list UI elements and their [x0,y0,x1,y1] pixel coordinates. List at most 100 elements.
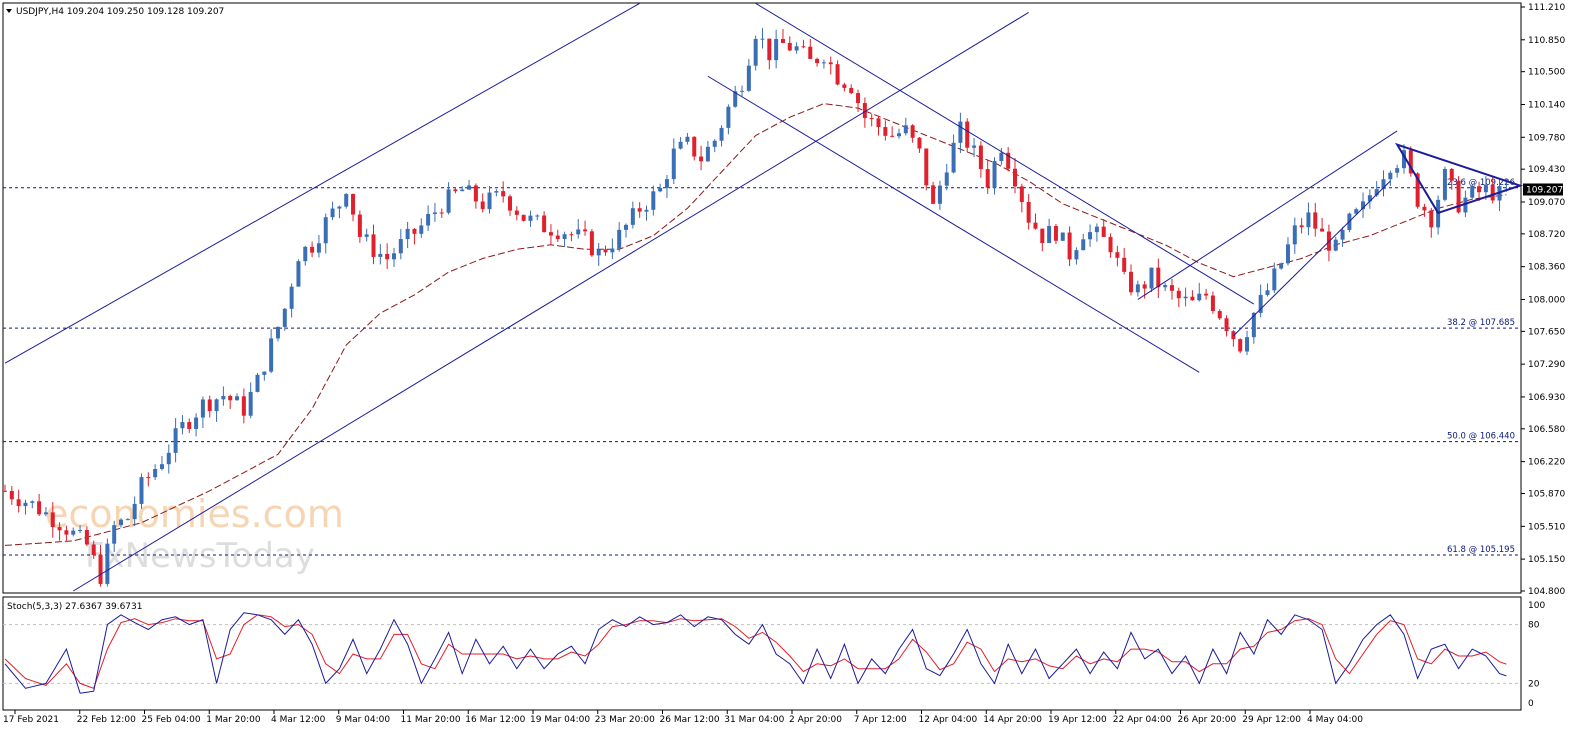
candle-body [801,46,806,48]
candle-body [548,232,553,236]
time-axis-tick-label: 4 Mar 12:00 [271,715,326,725]
price-axis: 111.210 110.850 110.500 110.140 109.780 109.4… [1521,3,1565,597]
fib-level-label: 23.6 @ 109.226 [1447,178,1515,188]
candle-body [473,185,478,202]
candle-body [992,160,997,188]
candle-body [849,87,854,94]
time-axis-tick-label: 19 Mar 04:00 [530,715,590,725]
price-axis-tick-label: 110.500 [1528,68,1565,78]
price-axis-tick-label: 105.150 [1528,555,1565,565]
candle-body [931,185,936,204]
candle-body [890,135,895,137]
candle-body [1183,296,1188,299]
candle-body [153,468,158,478]
time-axis-tick-label: 11 Mar 20:00 [401,715,461,725]
current-price-tag: 109.207 [1523,183,1563,196]
candle-body [1367,195,1372,202]
candle-body [275,326,280,339]
candle-body [753,38,758,66]
candle-body [412,228,417,234]
candle-body [303,246,308,262]
candle-body [241,396,246,416]
price-axis-tick-label: 110.140 [1528,100,1565,110]
candle-body [610,248,615,253]
candle-body [453,189,458,192]
candle-body [57,527,62,531]
candle-body [64,530,69,535]
time-axis-tick-label: 19 Apr 12:00 [1048,715,1107,725]
candle-body [999,152,1004,161]
candle-body [726,106,731,128]
candle-body [1251,312,1256,338]
candle-body [1040,228,1045,244]
candle-body [596,249,601,256]
candle-body [214,399,219,412]
candle-body [856,93,861,104]
candle-body [1224,318,1229,332]
candle-body [316,243,321,253]
collapse-triangle-icon[interactable] [6,9,12,13]
candle-body [985,169,990,188]
candle-body [637,208,642,212]
candle-body [1299,225,1304,228]
stoch-axis-tick-label: 80 [1528,621,1540,631]
candle-body [98,555,103,584]
moving-average [4,103,1507,546]
candle-body [617,229,622,249]
candle-body [1129,271,1134,293]
candle-body [555,235,560,240]
candle-body [978,145,983,170]
price-axis-tick-label: 110.850 [1528,36,1565,46]
candle-body [385,253,390,260]
candle-body [808,46,813,59]
candle-body [569,234,574,236]
candle-body [262,371,267,375]
candle-body [1019,186,1024,203]
stoch-main-line [4,612,1507,694]
candle-body [828,62,833,65]
time-axis-tick-label: 22 Feb 12:00 [77,715,136,725]
candle-body [514,210,519,215]
candle-body [405,228,410,240]
candles [3,28,1509,587]
candle-body [576,229,581,235]
price-axis-tick-label: 104.800 [1528,587,1565,597]
candle-body [1285,244,1290,264]
time-axis-tick-label: 14 Apr 20:00 [983,715,1042,725]
current-price-label: 109.207 [1526,185,1563,195]
candle-body [719,127,724,141]
fib-level-label: 50.0 @ 106.440 [1447,432,1515,442]
time-axis-tick-label: 7 Apr 12:00 [854,715,907,725]
candle-body [228,395,233,401]
candle-body [1006,152,1011,169]
trend-channel-line [1233,180,1391,337]
candle-body [835,64,840,85]
price-axis-tick-label: 109.070 [1528,198,1565,208]
candle-body [1415,173,1420,207]
time-axis-tick-label: 1 Mar 20:00 [206,715,261,725]
candle-body [323,217,328,244]
time-axis-tick-label: 4 May 04:00 [1307,715,1363,725]
candle-body [1122,257,1127,272]
fib-levels: 23.6 @ 109.226 38.2 @ 107.685 50.0 @ 106.4… [3,178,1521,556]
time-axis-tick-label: 17 Feb 2021 [3,715,59,725]
candle-body [733,91,738,107]
candle-body [1320,228,1325,232]
candle-body [378,253,383,257]
candle-body [1408,150,1413,174]
candle-body [1449,168,1454,181]
candle-body [1238,339,1243,352]
candle-body [862,103,867,119]
candle-body [105,543,110,584]
header-symbol-text: USDJPY,H4 109.204 109.250 109.128 109.20… [16,7,224,17]
candle-body [1163,285,1168,288]
stochastic-oscillator: 100 80 20 0 [3,601,1545,709]
candle-body [1477,186,1482,193]
candle-body [1210,295,1215,312]
candle-body [166,452,171,465]
candle-body [1401,150,1406,169]
candle-body [1176,290,1181,299]
candle-body [746,65,751,91]
candle-body [282,308,287,327]
candle-body [501,191,506,197]
